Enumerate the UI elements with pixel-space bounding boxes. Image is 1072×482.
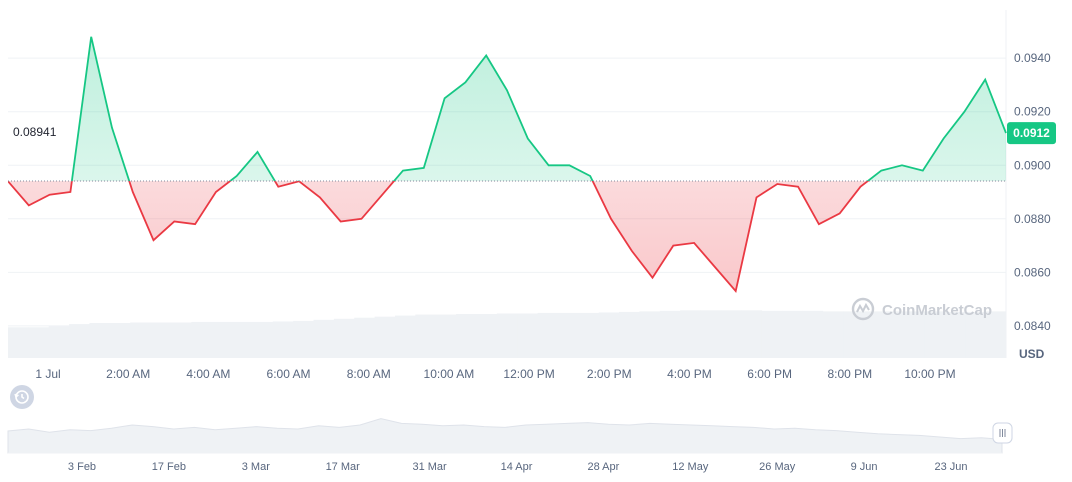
watermark-text: CoinMarketCap xyxy=(882,302,992,319)
volume-bar xyxy=(232,322,253,358)
volume-bar xyxy=(49,326,70,358)
navigator-tick-label: 12 May xyxy=(672,461,709,473)
current-price-value: 0.0912 xyxy=(1013,126,1050,140)
volume-bar xyxy=(293,321,314,358)
y-tick-label: 0.0860 xyxy=(1014,265,1051,279)
y-tick-label: 0.0940 xyxy=(1014,51,1051,65)
volume-bar xyxy=(802,311,823,358)
x-axis: 1 Jul 2:00 AM 4:00 AM 6:00 AM 8:00 AM 10:00 A… xyxy=(35,367,955,381)
volume-bar xyxy=(517,313,538,358)
volume-bar xyxy=(762,311,783,358)
navigator-tick-label: 9 Jun xyxy=(851,461,878,473)
y-tick-label: 0.0880 xyxy=(1014,212,1051,226)
volume-bar xyxy=(639,311,660,358)
volume-bar xyxy=(395,316,416,358)
volume-bar xyxy=(8,327,29,358)
volume-bar xyxy=(273,321,294,358)
volume-bar xyxy=(354,318,375,358)
x-tick-label: 1 Jul xyxy=(35,367,60,381)
volume-bar xyxy=(599,312,620,358)
volume-bar xyxy=(619,312,640,358)
volume-bar xyxy=(497,313,518,358)
volume-bar xyxy=(578,313,599,358)
range-navigator[interactable] xyxy=(8,413,1002,453)
volume-bar xyxy=(212,322,233,358)
navigator-tick-label: 23 Jun xyxy=(934,461,967,473)
y-axis: 0.0940 0.0920 0.0900 0.0880 0.0860 0.0840 xyxy=(1014,51,1051,333)
volume-bar xyxy=(89,323,110,358)
navigator-tick-label: 31 Mar xyxy=(412,461,447,473)
x-tick-label: 10:00 AM xyxy=(424,367,475,381)
currency-unit: USD xyxy=(1019,347,1045,361)
x-tick-label: 4:00 AM xyxy=(186,367,230,381)
volume-bar xyxy=(538,313,559,358)
x-tick-label: 6:00 AM xyxy=(267,367,311,381)
navigator-tick-label: 28 Apr xyxy=(587,461,619,473)
range-handle[interactable] xyxy=(993,423,1012,443)
navigator-tick-label: 14 Apr xyxy=(501,461,533,473)
volume-bar xyxy=(252,322,273,358)
x-tick-label: 2:00 AM xyxy=(106,367,150,381)
navigator-x-axis: 3 Feb 17 Feb 3 Mar 17 Mar 31 Mar 14 Apr 28 Apr… xyxy=(68,461,968,473)
volume-bar xyxy=(334,319,355,358)
volume-bar xyxy=(375,317,396,358)
volume-bar xyxy=(436,315,457,358)
volume-bar xyxy=(823,311,844,358)
x-tick-label: 10:00 PM xyxy=(904,367,955,381)
y-tick-label: 0.0900 xyxy=(1014,158,1051,172)
x-tick-label: 8:00 PM xyxy=(827,367,872,381)
price-area xyxy=(8,37,1006,291)
volume-bar xyxy=(151,322,172,358)
current-price-badge: 0.0912 xyxy=(1007,122,1056,144)
volume-bar xyxy=(314,320,335,358)
volume-bar xyxy=(476,314,497,358)
volume-bar xyxy=(700,310,721,358)
y-tick-label: 0.0840 xyxy=(1014,319,1051,333)
volume-bar xyxy=(171,322,192,358)
navigator-tick-label: 3 Feb xyxy=(68,461,96,473)
volume-bar xyxy=(782,311,803,358)
volume-bar xyxy=(191,322,212,358)
x-tick-label: 12:00 PM xyxy=(503,367,554,381)
volume-bar xyxy=(415,315,436,358)
x-tick-label: 2:00 PM xyxy=(587,367,632,381)
volume-bar xyxy=(456,314,477,358)
navigator-tick-label: 17 Mar xyxy=(326,461,361,473)
volume-bar xyxy=(741,310,762,358)
volume-bar xyxy=(28,327,49,358)
area-above-reference xyxy=(8,37,1006,291)
volume-bar xyxy=(558,313,579,358)
y-tick-label: 0.0920 xyxy=(1014,105,1051,119)
navigator-tick-label: 26 May xyxy=(759,461,796,473)
volume-bar xyxy=(110,323,131,358)
x-tick-label: 6:00 PM xyxy=(747,367,792,381)
x-tick-label: 8:00 AM xyxy=(347,367,391,381)
volume-bar xyxy=(130,322,151,358)
navigator-tick-label: 17 Feb xyxy=(152,461,186,473)
volume-bar xyxy=(69,324,90,358)
x-tick-label: 4:00 PM xyxy=(667,367,712,381)
navigator-tick-label: 3 Mar xyxy=(242,461,270,473)
volume-bar xyxy=(680,310,701,358)
reference-value-label: 0.08941 xyxy=(13,125,57,139)
volume-bar xyxy=(721,310,742,358)
history-button[interactable] xyxy=(10,385,34,409)
volume-bar xyxy=(660,311,681,358)
